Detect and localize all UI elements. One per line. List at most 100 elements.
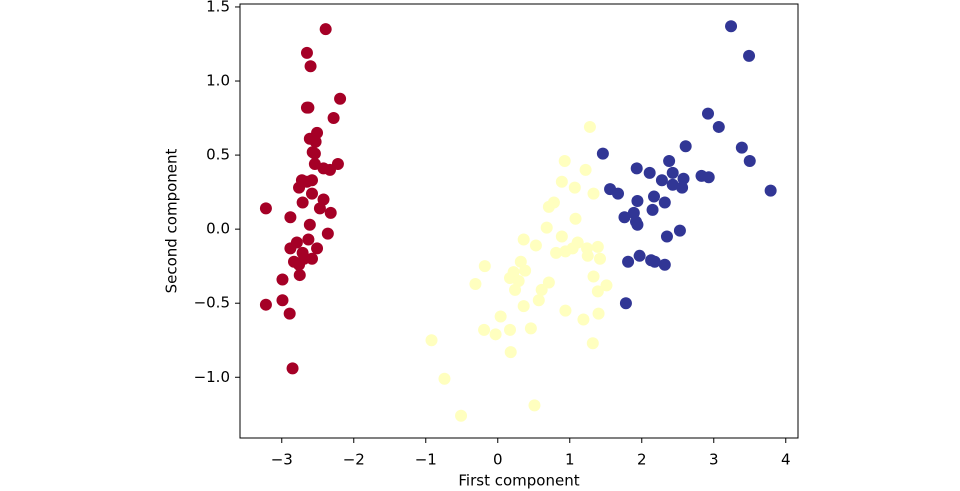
point xyxy=(581,249,594,262)
x-tick-label: −1 xyxy=(415,451,437,469)
point xyxy=(302,233,315,246)
point xyxy=(633,249,646,262)
point xyxy=(579,163,592,176)
y-axis-label: Second component xyxy=(163,148,181,293)
point xyxy=(532,294,545,307)
point xyxy=(600,279,613,292)
point xyxy=(334,92,347,105)
point xyxy=(309,135,322,148)
point xyxy=(478,260,491,273)
point xyxy=(296,196,309,209)
point xyxy=(528,399,541,412)
point xyxy=(725,20,738,33)
point xyxy=(648,190,660,203)
point xyxy=(612,187,624,200)
point xyxy=(517,233,530,246)
point xyxy=(559,245,572,258)
point xyxy=(438,372,451,385)
point xyxy=(509,283,522,296)
point xyxy=(630,162,643,175)
x-tick-label: 1 xyxy=(565,451,575,469)
y-tick-label: 1.5 xyxy=(206,0,230,15)
x-tick-label: −3 xyxy=(271,451,293,469)
point xyxy=(284,211,297,224)
point xyxy=(559,304,572,317)
point xyxy=(276,273,289,286)
point xyxy=(313,202,326,215)
point xyxy=(469,277,482,290)
point xyxy=(321,227,334,240)
point xyxy=(558,155,571,168)
point xyxy=(592,307,605,320)
x-tick-label: 0 xyxy=(493,451,503,469)
point xyxy=(535,283,548,296)
point xyxy=(306,174,318,187)
point xyxy=(293,181,306,194)
point xyxy=(327,112,340,125)
point xyxy=(631,218,644,231)
point xyxy=(519,264,532,277)
x-tick-label: −2 xyxy=(343,451,365,469)
point xyxy=(712,120,725,133)
point xyxy=(646,203,659,216)
point xyxy=(542,200,555,213)
point xyxy=(311,242,324,255)
point xyxy=(283,307,296,320)
point xyxy=(286,362,299,375)
point xyxy=(306,187,318,200)
y-tick-label: −1.0 xyxy=(194,368,230,386)
point xyxy=(743,155,756,168)
point xyxy=(478,323,491,336)
point xyxy=(317,162,330,175)
y-tick-label: 1.0 xyxy=(206,72,230,90)
point xyxy=(319,23,332,36)
point xyxy=(308,147,321,160)
point xyxy=(702,171,715,184)
point xyxy=(555,230,568,243)
point xyxy=(673,224,686,237)
point xyxy=(569,212,582,225)
point xyxy=(764,184,777,197)
point xyxy=(504,346,517,359)
point xyxy=(676,181,689,194)
point xyxy=(643,166,656,179)
point xyxy=(622,255,635,268)
point xyxy=(259,298,272,311)
y-tick-label: 0.0 xyxy=(206,220,230,238)
point xyxy=(702,107,714,120)
point xyxy=(655,174,668,187)
point xyxy=(619,297,632,310)
point xyxy=(304,60,317,73)
point xyxy=(504,323,516,336)
point xyxy=(542,276,555,289)
point xyxy=(514,255,527,268)
point xyxy=(587,270,600,283)
point xyxy=(594,252,606,265)
point xyxy=(455,409,468,422)
point xyxy=(666,178,679,191)
point xyxy=(658,196,671,209)
point xyxy=(658,258,671,271)
point xyxy=(735,141,748,154)
point xyxy=(550,246,563,259)
point xyxy=(324,206,337,219)
point xyxy=(648,255,661,268)
point xyxy=(303,218,316,231)
point xyxy=(591,240,604,253)
point xyxy=(743,49,756,62)
point xyxy=(591,285,604,298)
point xyxy=(540,221,553,234)
point xyxy=(568,181,581,194)
point xyxy=(679,140,692,153)
point xyxy=(300,46,313,59)
point xyxy=(618,211,631,224)
x-tick-label: 4 xyxy=(781,451,791,469)
point xyxy=(259,202,272,215)
point xyxy=(293,258,306,271)
point xyxy=(677,172,690,185)
x-tick-label: 2 xyxy=(637,451,647,469)
point xyxy=(555,175,568,188)
point xyxy=(494,310,507,323)
point xyxy=(529,239,542,252)
